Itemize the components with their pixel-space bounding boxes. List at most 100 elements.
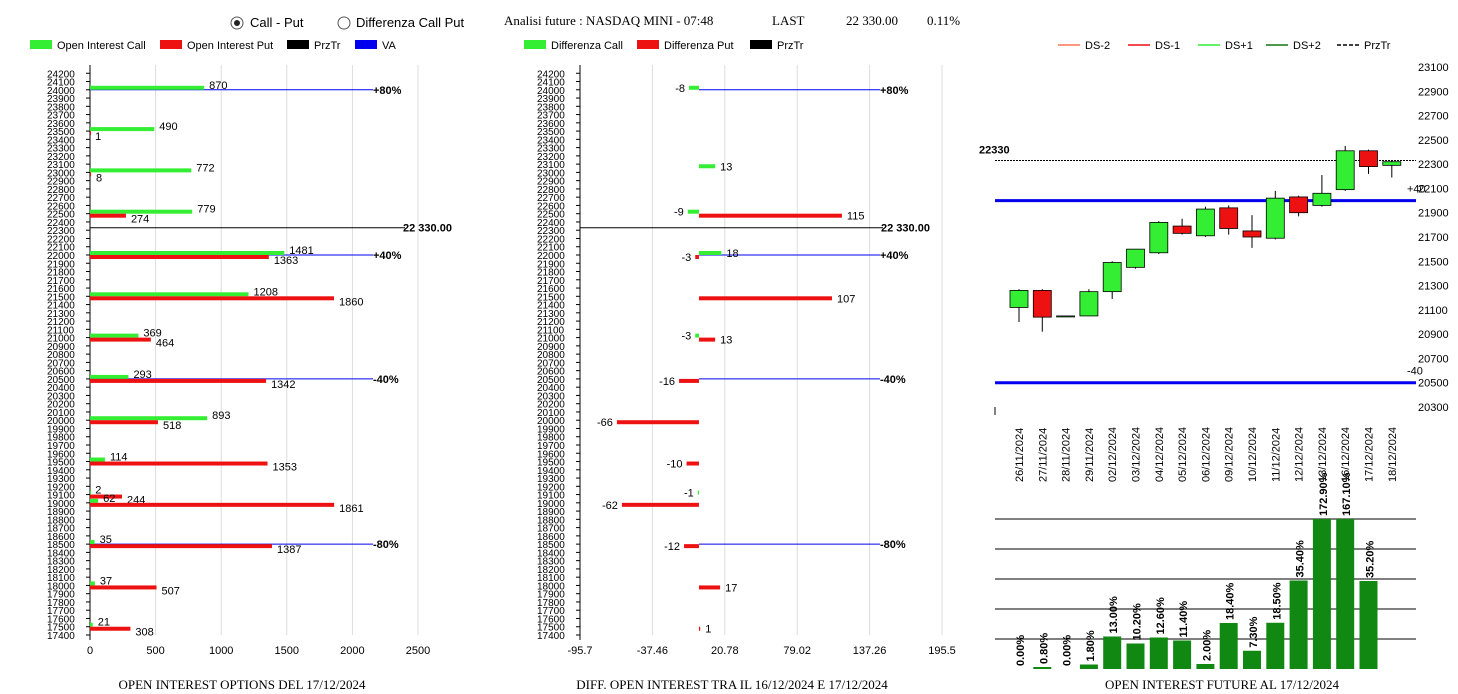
oi-bar-label: 7.30% (1248, 616, 1260, 647)
y-tick-label: 19300 (47, 474, 75, 485)
y-tick-label: 22600 (47, 201, 75, 212)
y-tick-label: 21600 (47, 284, 75, 295)
y-tick-label: 21200 (537, 317, 565, 328)
radio-diff[interactable]: Differenza Call Put (337, 15, 465, 30)
call-bar (90, 333, 139, 338)
y-tick-label: 19600 (47, 449, 75, 460)
x-tick-label: 05/12/2024 (1177, 427, 1189, 482)
call-value-label: 293 (133, 369, 151, 381)
candle-body (1102, 262, 1122, 293)
y-tick-label: 22900 (537, 177, 565, 188)
y-tick-label: 20600 (47, 367, 75, 378)
call-diff-bar (687, 209, 699, 214)
y-tick-label: 22700 (47, 193, 75, 204)
y-tick-label: 17700 (47, 606, 75, 617)
legend-label-4: PrzTr (1364, 40, 1391, 52)
y-tick-label: 20400 (47, 383, 75, 394)
x-tick-label: 17/12/2024 (1364, 427, 1376, 482)
put-value-label: 1860 (339, 296, 363, 308)
call-value-label: 772 (196, 162, 214, 174)
y-tick-label: 18400 (47, 548, 75, 559)
x-tick-label: 13/12/2024 (1317, 427, 1329, 482)
y-tick-label: 17900 (47, 590, 75, 601)
last-label: LAST (772, 13, 805, 28)
oi-bar (1196, 664, 1215, 669)
y-tick-label: 20400 (537, 383, 565, 394)
radio-call-put[interactable]: Call - Put (230, 15, 304, 30)
put-value-label: 1387 (277, 544, 301, 556)
oi-bar (1312, 519, 1331, 669)
call-bar (90, 168, 192, 173)
x-tick-label: 1500 (275, 645, 299, 657)
diff-open-interest-chart: Differenza Call Differenza Put PrzTr -95.7 -… (524, 40, 956, 657)
candle-body (1289, 196, 1308, 214)
x-tick-label: 2000 (340, 645, 364, 657)
radio-diff-label: Differenza Call Put (356, 15, 465, 30)
call-bar (90, 127, 155, 132)
y-tick-label: 23500 (47, 127, 75, 138)
y-tick-label: 21200 (47, 317, 75, 328)
x-tick-label: -95.7 (567, 645, 592, 657)
y-tick-label: 22900 (47, 177, 75, 188)
put-bar (90, 420, 158, 425)
legend-label-2: PrzTr (314, 40, 341, 52)
y-tick-label: 23200 (537, 152, 565, 163)
y-tick-label: 19700 (537, 441, 565, 452)
y-tick-label: 22000 (537, 251, 565, 262)
blue-level-label: -40 (1407, 366, 1423, 378)
oi-bar-label: 172.90% (1318, 472, 1330, 516)
candle-body (1172, 225, 1192, 234)
oi-bar-label: 167.10% (1341, 472, 1353, 516)
open-interest-future-chart: DS-2 DS-1 DS+1 DS+2 PrzTr 23100 22900 22700 2250… (979, 40, 1449, 669)
oi-bar-label: 0.80% (1038, 633, 1050, 664)
y-tick-label: 23600 (537, 119, 565, 130)
put-bar (90, 544, 272, 549)
y-tick-label: 21300 (1418, 281, 1449, 293)
y-tick-label: 18100 (47, 573, 75, 584)
y-tick-label: 19500 (47, 458, 75, 469)
y-tick-label: 23300 (47, 144, 75, 155)
x-tick-label: 09/12/2024 (1224, 427, 1236, 482)
y-tick-label: 22400 (537, 218, 565, 229)
y-tick-label: 22800 (537, 185, 565, 196)
put-bar (90, 494, 123, 499)
call-diff-bar (695, 333, 699, 338)
y-tick-label: 22200 (537, 234, 565, 245)
y-tick-label: 20500 (47, 375, 75, 386)
y-tick-label: 23100 (47, 160, 75, 171)
put-diff-bar (698, 213, 842, 218)
y-tick-label: 19400 (47, 466, 75, 477)
y-tick-label: 24100 (47, 78, 75, 89)
y-tick-label: 18400 (537, 548, 565, 559)
y-tick-label: 22500 (537, 210, 565, 221)
put-bar (90, 213, 126, 218)
x-tick-label: 2500 (406, 645, 430, 657)
diff-value-label: -8 (675, 83, 685, 95)
call-bar (90, 209, 193, 214)
y-tick-label: 18300 (537, 557, 565, 568)
x-tick-label: 10/12/2024 (1247, 427, 1259, 482)
put-diff-bar (686, 461, 699, 466)
y-tick-label: 21000 (47, 334, 75, 345)
y-tick-label: 22100 (47, 243, 75, 254)
y-tick-label: 18900 (47, 507, 75, 518)
legend-swatch-1 (637, 40, 659, 49)
y-tick-label: 21600 (537, 284, 565, 295)
put-bar (90, 461, 268, 466)
y-tick-label: 19900 (537, 424, 565, 435)
call-value-label: 369 (143, 328, 161, 340)
y-tick-label: 23900 (47, 94, 75, 105)
y-tick-label: 17400 (537, 631, 565, 642)
y-tick-label: 21900 (537, 259, 565, 270)
y-tick-label: 21500 (47, 292, 75, 303)
y-tick-label: 19100 (537, 491, 565, 502)
oi-bar (1336, 519, 1355, 669)
y-tick-label: 23800 (47, 102, 75, 113)
y-tick-label: 23400 (537, 135, 565, 146)
y-tick-label: 20100 (537, 408, 565, 419)
radio-call-put-label: Call - Put (250, 15, 304, 30)
y-tick-label: 20000 (47, 416, 75, 427)
legend-swatch-1 (160, 40, 182, 49)
y-tick-label: 21500 (1418, 256, 1449, 268)
y-tick-label: 21000 (537, 334, 565, 345)
